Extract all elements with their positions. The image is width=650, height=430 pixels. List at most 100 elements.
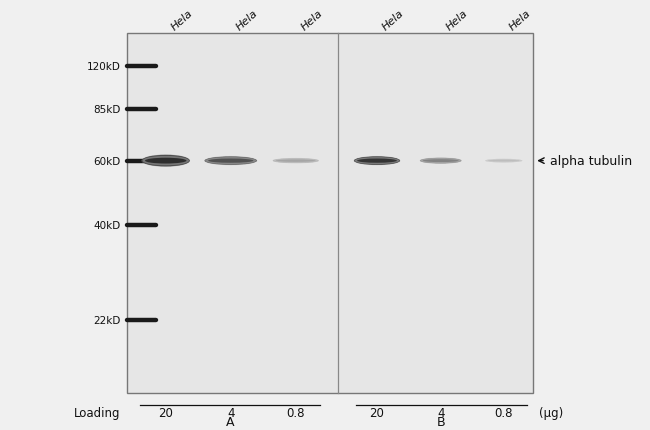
Ellipse shape <box>142 156 189 166</box>
Ellipse shape <box>486 160 522 163</box>
Ellipse shape <box>354 157 400 166</box>
Ellipse shape <box>420 159 462 164</box>
Ellipse shape <box>142 157 189 166</box>
Text: 20: 20 <box>370 406 384 419</box>
Ellipse shape <box>273 159 318 163</box>
Ellipse shape <box>354 157 400 165</box>
Ellipse shape <box>205 158 256 165</box>
Ellipse shape <box>485 160 523 163</box>
Ellipse shape <box>273 159 318 163</box>
Ellipse shape <box>420 158 462 164</box>
Ellipse shape <box>142 155 190 167</box>
Text: 40kD: 40kD <box>93 221 120 231</box>
Ellipse shape <box>421 159 461 163</box>
Ellipse shape <box>421 159 461 163</box>
Text: 60kD: 60kD <box>93 156 120 166</box>
Ellipse shape <box>205 158 256 165</box>
Ellipse shape <box>272 159 319 164</box>
Ellipse shape <box>274 159 318 163</box>
Ellipse shape <box>420 158 462 164</box>
Ellipse shape <box>485 160 523 163</box>
Ellipse shape <box>274 159 318 163</box>
Ellipse shape <box>145 158 187 164</box>
Ellipse shape <box>357 159 397 163</box>
Ellipse shape <box>273 159 318 163</box>
Text: Loading: Loading <box>73 406 120 419</box>
Ellipse shape <box>204 157 257 166</box>
Ellipse shape <box>354 157 400 166</box>
Ellipse shape <box>486 160 522 163</box>
Text: A: A <box>226 415 234 428</box>
Ellipse shape <box>142 155 190 168</box>
Ellipse shape <box>204 157 257 166</box>
Ellipse shape <box>354 157 400 165</box>
Ellipse shape <box>205 157 257 165</box>
Text: 4: 4 <box>227 406 235 419</box>
Ellipse shape <box>354 157 400 166</box>
Ellipse shape <box>205 157 257 165</box>
Text: Hela: Hela <box>507 8 532 32</box>
Ellipse shape <box>142 156 190 167</box>
Ellipse shape <box>355 158 399 165</box>
Ellipse shape <box>142 156 189 166</box>
Ellipse shape <box>273 159 318 163</box>
Ellipse shape <box>272 159 319 164</box>
Ellipse shape <box>205 158 256 165</box>
Ellipse shape <box>273 159 318 164</box>
Ellipse shape <box>488 160 520 162</box>
Ellipse shape <box>486 160 522 163</box>
Ellipse shape <box>276 160 316 163</box>
Ellipse shape <box>272 159 319 164</box>
Ellipse shape <box>420 158 462 164</box>
Ellipse shape <box>142 156 189 166</box>
Ellipse shape <box>142 157 189 166</box>
Ellipse shape <box>354 157 400 166</box>
Ellipse shape <box>273 159 318 163</box>
Ellipse shape <box>142 156 189 166</box>
Ellipse shape <box>486 160 522 163</box>
Text: Hela: Hela <box>299 8 324 32</box>
Ellipse shape <box>205 157 257 166</box>
Ellipse shape <box>354 158 400 165</box>
Ellipse shape <box>486 160 522 163</box>
Ellipse shape <box>205 157 257 165</box>
Ellipse shape <box>485 160 523 163</box>
Ellipse shape <box>354 157 400 166</box>
Ellipse shape <box>142 155 190 167</box>
Ellipse shape <box>354 157 400 165</box>
Ellipse shape <box>142 156 190 167</box>
Ellipse shape <box>142 157 189 166</box>
Text: 0.8: 0.8 <box>495 406 513 419</box>
Ellipse shape <box>422 160 459 163</box>
Ellipse shape <box>204 157 257 166</box>
Text: alpha tubulin: alpha tubulin <box>550 155 632 168</box>
Ellipse shape <box>486 160 522 163</box>
Ellipse shape <box>142 155 190 167</box>
Text: 120kD: 120kD <box>86 61 120 72</box>
Ellipse shape <box>420 159 462 164</box>
Ellipse shape <box>420 158 462 164</box>
Text: 85kD: 85kD <box>93 104 120 115</box>
Ellipse shape <box>421 159 461 164</box>
Ellipse shape <box>420 159 462 164</box>
Text: 4: 4 <box>437 406 445 419</box>
Ellipse shape <box>354 157 400 165</box>
Ellipse shape <box>354 157 400 166</box>
Ellipse shape <box>205 158 256 165</box>
Ellipse shape <box>486 160 522 163</box>
Ellipse shape <box>354 157 400 165</box>
Text: 0.8: 0.8 <box>287 406 305 419</box>
Ellipse shape <box>421 159 461 164</box>
Ellipse shape <box>420 158 462 164</box>
Ellipse shape <box>204 157 257 166</box>
Ellipse shape <box>421 159 461 164</box>
Ellipse shape <box>205 157 257 166</box>
Ellipse shape <box>205 157 257 166</box>
Text: Hela: Hela <box>444 8 469 32</box>
Ellipse shape <box>355 158 399 165</box>
Ellipse shape <box>273 159 318 164</box>
Ellipse shape <box>420 158 462 164</box>
Ellipse shape <box>421 159 461 164</box>
Ellipse shape <box>272 159 319 164</box>
Ellipse shape <box>142 155 190 167</box>
